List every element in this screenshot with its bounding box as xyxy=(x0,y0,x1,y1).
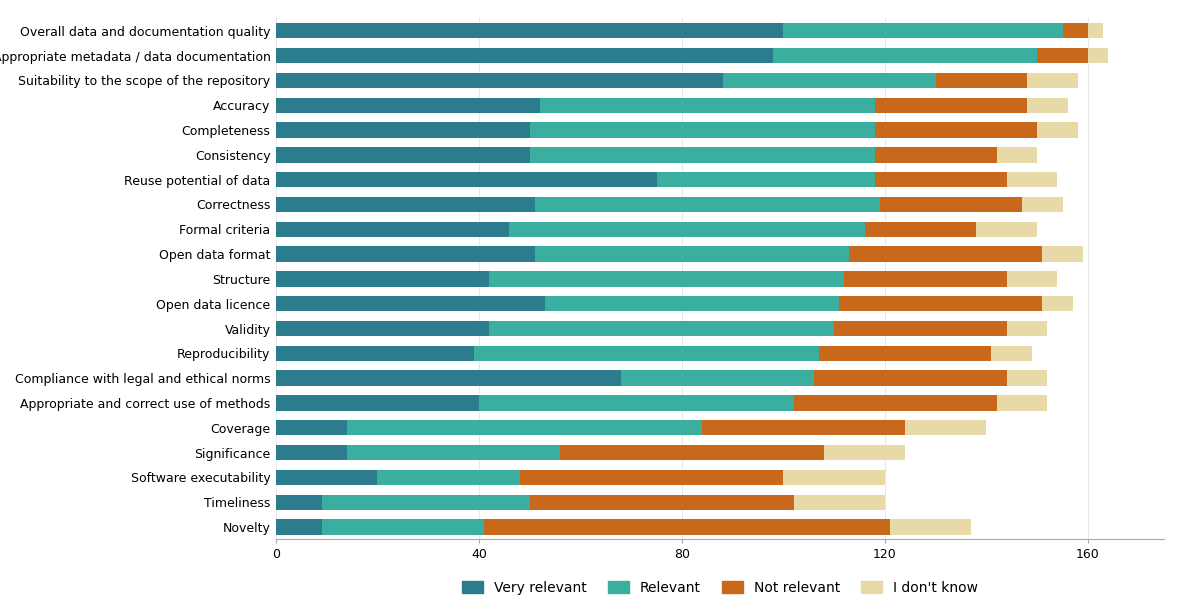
Bar xyxy=(560,445,824,460)
Bar xyxy=(276,296,545,311)
Bar xyxy=(276,495,322,510)
Bar xyxy=(535,246,850,262)
Bar xyxy=(347,445,560,460)
Bar xyxy=(276,221,510,237)
Bar xyxy=(996,395,1048,411)
Bar xyxy=(936,73,1027,88)
Bar xyxy=(276,97,540,113)
Bar xyxy=(818,346,991,361)
Bar xyxy=(529,123,875,138)
Bar xyxy=(773,48,1037,63)
Bar xyxy=(996,147,1037,162)
Bar xyxy=(490,321,834,336)
Bar xyxy=(322,519,484,535)
Bar xyxy=(824,445,905,460)
Bar xyxy=(622,370,814,386)
Bar xyxy=(276,271,490,287)
Legend: Very relevant, Relevant, Not relevant, I don't know: Very relevant, Relevant, Not relevant, I… xyxy=(457,575,983,600)
Bar xyxy=(784,23,1062,39)
Bar xyxy=(276,395,479,411)
Bar xyxy=(834,321,1007,336)
Bar xyxy=(535,197,880,212)
Bar xyxy=(814,370,1007,386)
Bar xyxy=(347,420,702,435)
Bar xyxy=(1027,73,1078,88)
Bar xyxy=(490,271,845,287)
Bar xyxy=(991,346,1032,361)
Bar xyxy=(793,395,996,411)
Bar xyxy=(793,495,884,510)
Bar xyxy=(484,519,890,535)
Bar xyxy=(1007,172,1057,188)
Bar xyxy=(276,197,535,212)
Bar xyxy=(905,420,986,435)
Bar xyxy=(276,23,784,39)
Bar xyxy=(1062,23,1088,39)
Bar xyxy=(702,420,905,435)
Bar xyxy=(977,221,1037,237)
Bar xyxy=(875,97,1027,113)
Bar xyxy=(1037,48,1088,63)
Bar xyxy=(839,296,1043,311)
Bar xyxy=(722,73,936,88)
Bar xyxy=(1027,97,1068,113)
Bar xyxy=(875,123,1037,138)
Bar xyxy=(1088,23,1103,39)
Bar xyxy=(378,470,520,485)
Bar xyxy=(276,48,773,63)
Bar xyxy=(865,221,977,237)
Bar xyxy=(656,172,875,188)
Bar xyxy=(540,97,875,113)
Bar xyxy=(276,470,378,485)
Bar xyxy=(529,147,875,162)
Bar xyxy=(520,470,784,485)
Bar xyxy=(1043,246,1082,262)
Bar xyxy=(276,246,535,262)
Bar xyxy=(1007,271,1057,287)
Bar xyxy=(276,321,490,336)
Bar xyxy=(784,470,884,485)
Bar xyxy=(510,221,865,237)
Bar xyxy=(850,246,1043,262)
Bar xyxy=(1022,197,1062,212)
Bar xyxy=(875,147,996,162)
Bar xyxy=(276,519,322,535)
Bar xyxy=(880,197,1022,212)
Bar xyxy=(890,519,971,535)
Bar xyxy=(875,172,1007,188)
Bar xyxy=(322,495,529,510)
Bar xyxy=(1007,321,1048,336)
Bar xyxy=(1007,370,1048,386)
Bar xyxy=(1043,296,1073,311)
Bar xyxy=(479,395,793,411)
Bar xyxy=(474,346,818,361)
Bar xyxy=(545,296,839,311)
Bar xyxy=(276,123,529,138)
Bar xyxy=(276,445,347,460)
Bar xyxy=(845,271,1007,287)
Bar xyxy=(276,172,656,188)
Bar xyxy=(276,73,722,88)
Bar xyxy=(529,495,793,510)
Bar xyxy=(1037,123,1078,138)
Bar xyxy=(276,147,529,162)
Bar xyxy=(276,346,474,361)
Bar xyxy=(276,420,347,435)
Bar xyxy=(276,370,622,386)
Bar xyxy=(1088,48,1108,63)
